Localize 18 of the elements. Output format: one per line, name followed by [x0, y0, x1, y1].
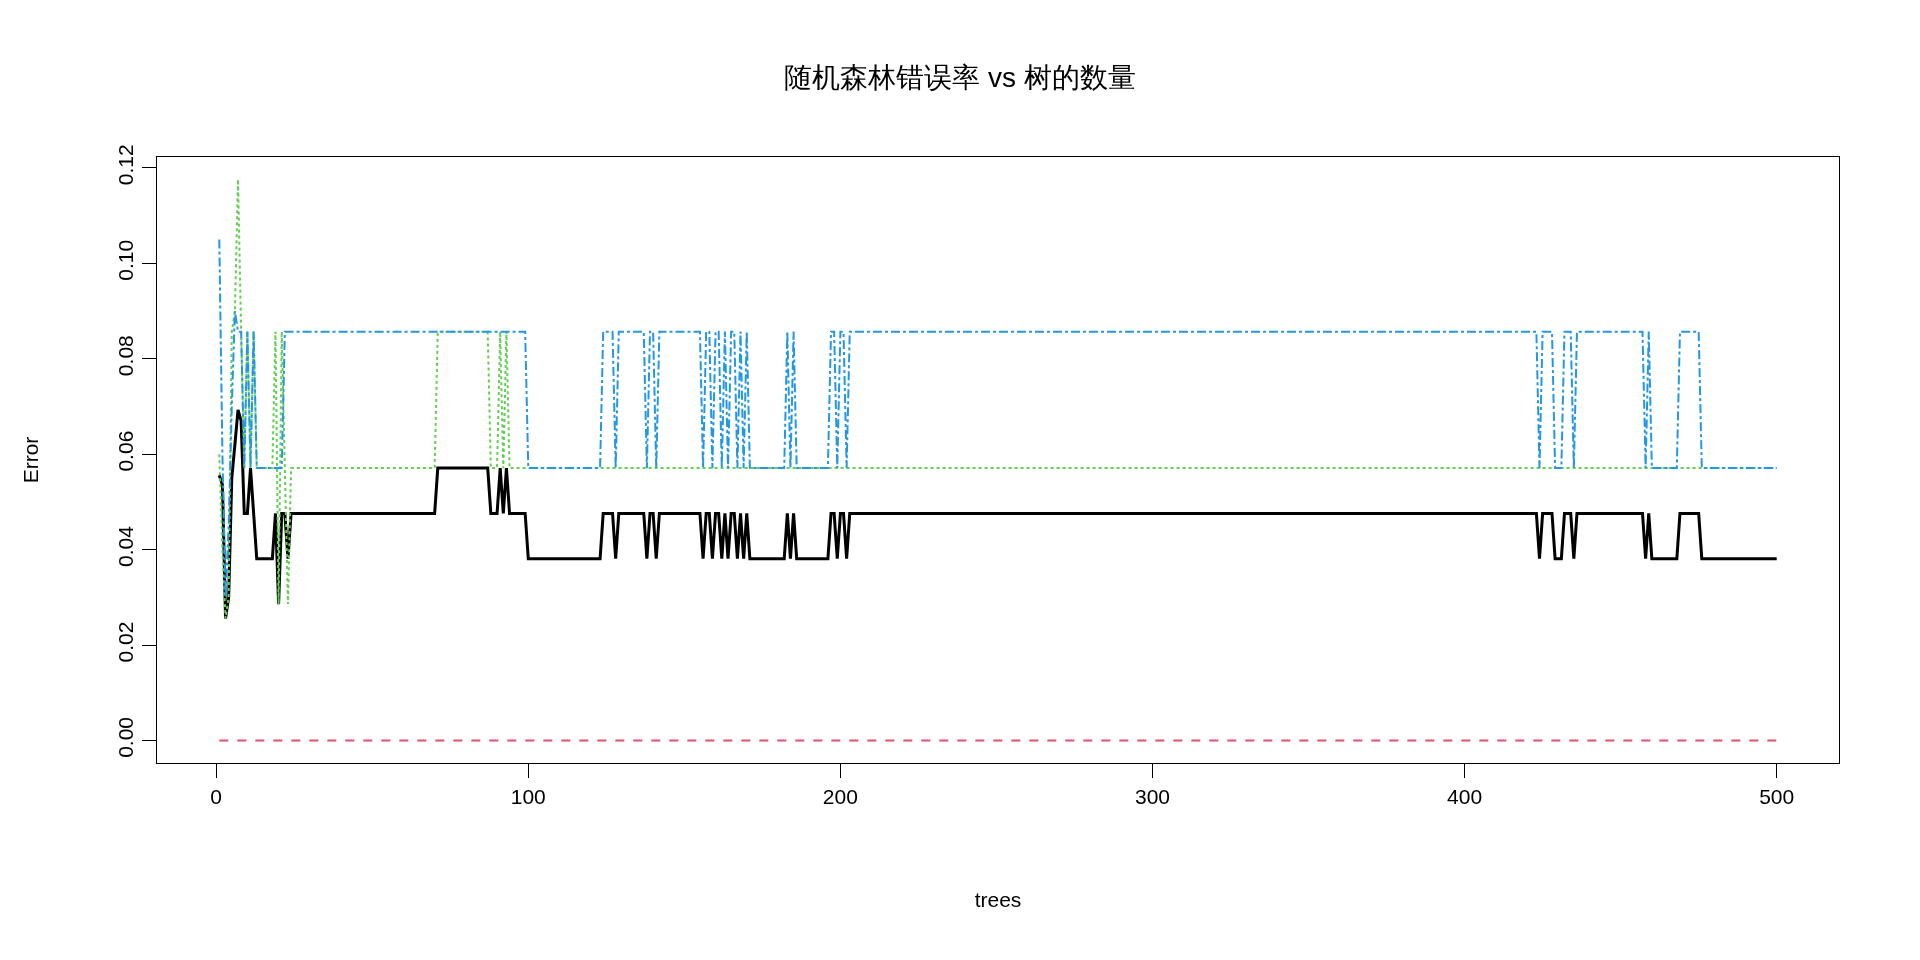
y-tick-label: 0.12 — [114, 144, 138, 186]
line-series — [217, 408, 1779, 620]
y-tick-label: 0.02 — [114, 621, 138, 663]
line-series — [218, 238, 1778, 599]
y-tick-label: 0.04 — [114, 525, 138, 567]
x-tick-label: 400 — [1447, 784, 1483, 808]
y-axis-title: Error — [18, 436, 42, 484]
y-tick-label: 0.06 — [114, 430, 138, 472]
x-axis-title: trees — [974, 887, 1022, 911]
y-tick-label: 0.10 — [114, 239, 138, 281]
x-tick-label: 500 — [1759, 784, 1795, 808]
x-tick-label: 300 — [1134, 784, 1171, 808]
y-tick-label: 0.00 — [114, 716, 138, 758]
x-tick-label: 100 — [510, 784, 546, 808]
y-tick-label: 0.08 — [114, 335, 138, 377]
x-tick-label: 200 — [822, 784, 858, 808]
chart-title: 随机森林错误率 vs 树的数量 — [784, 61, 1136, 93]
x-tick-label: 0 — [210, 784, 223, 808]
